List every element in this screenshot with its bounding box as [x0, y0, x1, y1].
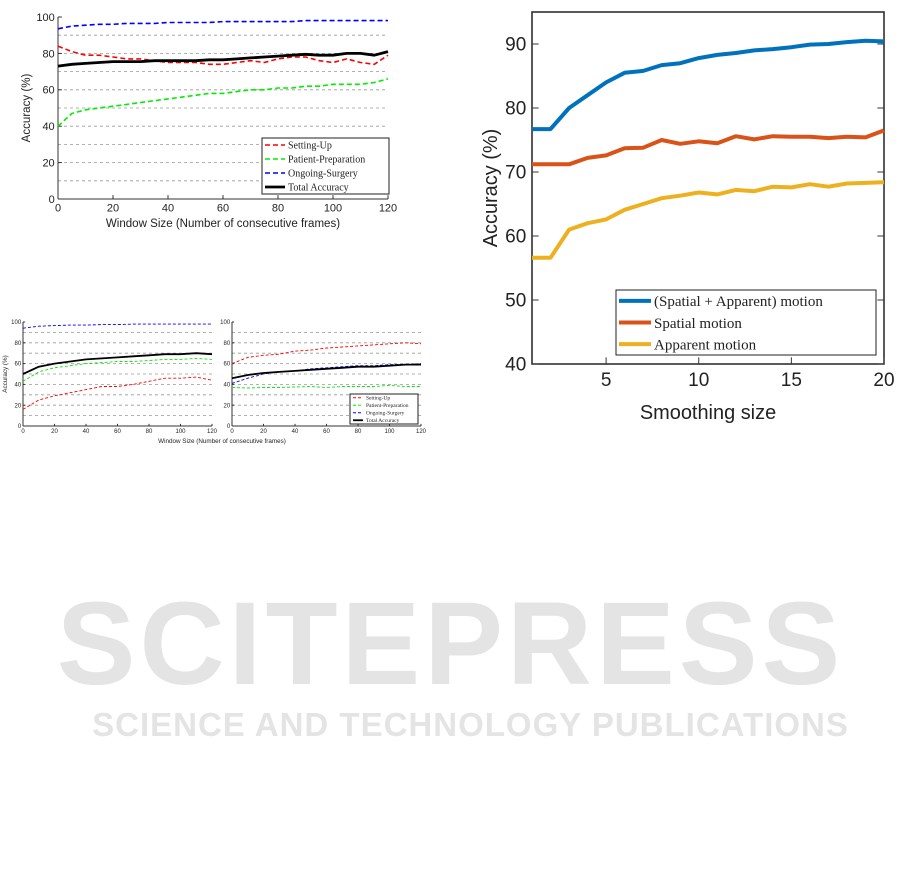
- y-tick-label: 100: [220, 320, 231, 326]
- x-axis-label: Window Size (Number of consecutive frame…: [158, 438, 286, 445]
- y-tick-label: 80: [505, 99, 526, 120]
- watermark-subtitle: SCIENCE AND TECHNOLOGY PUBLICATIONS: [92, 706, 849, 743]
- series-line-setting-up: [22, 376, 213, 410]
- legend: Setting-Up Patient-Preparation Ongoing-Sur…: [261, 137, 390, 195]
- x-tick-label: 100: [384, 429, 395, 435]
- y-tick-label: 100: [11, 320, 22, 326]
- x-tick-label: 120: [416, 429, 427, 435]
- series-line-setting-up: [57, 45, 389, 66]
- legend: (Spatial + Apparent) motion Spatial motio…: [615, 289, 877, 356]
- y-tick-label: 60: [15, 362, 22, 368]
- x-tick-label: 80: [146, 429, 153, 435]
- series-line-spatial-motion: [532, 128, 885, 167]
- series-line-total-accuracy: [22, 352, 213, 375]
- y-tick-label: 40: [505, 355, 526, 376]
- series-line-ongoing-surgery: [231, 363, 422, 384]
- x-tick-label: 15: [781, 370, 802, 391]
- series-line-apparent-motion: [532, 180, 885, 260]
- x-tick-label: 80: [272, 203, 284, 215]
- y-axis-label: Accuracy (%): [480, 129, 502, 248]
- chart-right: 5 10 15 20 40 50 60 70 80 90 Smoothing size Accurac…: [480, 11, 895, 424]
- y-tick-label: 0: [18, 424, 22, 430]
- chart-top-left: 0 20 40 60 80 100 120 0 20 40 60 80 100 Window Size (…: [21, 12, 397, 230]
- legend-box: [349, 393, 419, 425]
- y-tick-label: 40: [224, 383, 231, 389]
- x-tick-label: 40: [83, 429, 90, 435]
- legend-label: Setting-Up: [366, 396, 390, 402]
- series-line-ongoing-surgery: [22, 323, 212, 329]
- series-line-patient-preparation: [22, 357, 213, 382]
- legend-label: Spatial motion: [654, 316, 742, 332]
- x-tick-label: 20: [873, 370, 894, 391]
- series-line-patient-preparation: [231, 384, 421, 389]
- legend-label: Patient-Preparation: [366, 403, 409, 409]
- legend-label: Ongoing-Surgery: [366, 411, 405, 417]
- chart-bottom-small-left: 0 20 40 60 80 100 120 0 20 40 60 80 100 Window Size (…: [2, 320, 286, 445]
- y-axis-label: Accuracy (%): [21, 74, 33, 143]
- x-axis-label: Window Size (Number of consecutive frame…: [106, 218, 340, 230]
- x-tick-label: 20: [51, 429, 58, 435]
- series-line-patient-preparation: [57, 78, 389, 127]
- legend-label: Apparent motion: [654, 337, 757, 353]
- y-tick-label: 0: [227, 424, 231, 430]
- series-line-spatial-apparent-motion: [532, 38, 885, 132]
- x-tick-label: 20: [260, 429, 267, 435]
- y-tick-label: 90: [505, 35, 526, 56]
- chart-bottom-small-right: 0 20 40 60 80 100 120 0 20 40 60 80 100 Setting-UpPat…: [220, 320, 426, 435]
- y-tick-label: 20: [15, 403, 22, 409]
- x-tick-label: 60: [217, 203, 229, 215]
- x-tick-label: 20: [107, 203, 119, 215]
- x-tick-label: 0: [230, 429, 234, 435]
- y-tick-label: 80: [224, 341, 231, 347]
- x-tick-label: 40: [292, 429, 299, 435]
- x-tick-label: 60: [323, 429, 330, 435]
- legend-label: Ongoing-Surgery: [288, 169, 358, 180]
- x-tick-label: 10: [688, 370, 709, 391]
- legend-label: Total Accuracy: [366, 418, 400, 424]
- y-tick-label: 40: [42, 121, 54, 133]
- watermark-title: SCITEPRESS: [56, 578, 845, 710]
- y-tick-label: 40: [15, 383, 22, 389]
- series-line-total-accuracy: [57, 50, 389, 68]
- y-tick-label: 60: [505, 227, 526, 248]
- y-tick-label: 60: [42, 85, 54, 97]
- plot-frame: [531, 11, 885, 365]
- y-tick-label: 100: [36, 12, 54, 24]
- x-tick-label: 80: [355, 429, 362, 435]
- y-tick-label: 0: [49, 194, 55, 206]
- x-tick-label: 0: [55, 203, 61, 215]
- series-line-total-accuracy: [231, 363, 421, 380]
- x-tick-label: 120: [379, 203, 397, 215]
- x-tick-label: 100: [324, 203, 342, 215]
- y-tick-label: 20: [42, 157, 54, 169]
- x-tick-label: 100: [175, 429, 186, 435]
- x-tick-label: 60: [114, 429, 121, 435]
- series-line-setting-up: [231, 342, 422, 365]
- series-line-ongoing-surgery: [57, 19, 388, 30]
- y-tick-label: 50: [505, 291, 526, 312]
- y-axis-label: Accuracy (%): [2, 355, 9, 392]
- legend-label: Setting-Up: [288, 141, 332, 152]
- y-tick-label: 20: [224, 403, 231, 409]
- x-tick-label: 40: [162, 203, 174, 215]
- y-tick-label: 80: [15, 341, 22, 347]
- legend-label: Total Accuracy: [288, 183, 349, 194]
- x-tick-label: 0: [21, 429, 25, 435]
- x-axis-label: Smoothing size: [640, 402, 776, 424]
- x-tick-label: 5: [601, 370, 612, 391]
- legend-label: Patient-Preparation: [288, 155, 365, 166]
- legend-box: [261, 137, 390, 195]
- y-tick-label: 80: [42, 48, 54, 60]
- x-tick-label: 120: [207, 429, 218, 435]
- legend-label: (Spatial + Apparent) motion: [654, 294, 823, 310]
- legend-box: [615, 289, 877, 356]
- y-tick-label: 70: [505, 163, 526, 184]
- y-tick-label: 60: [224, 362, 231, 368]
